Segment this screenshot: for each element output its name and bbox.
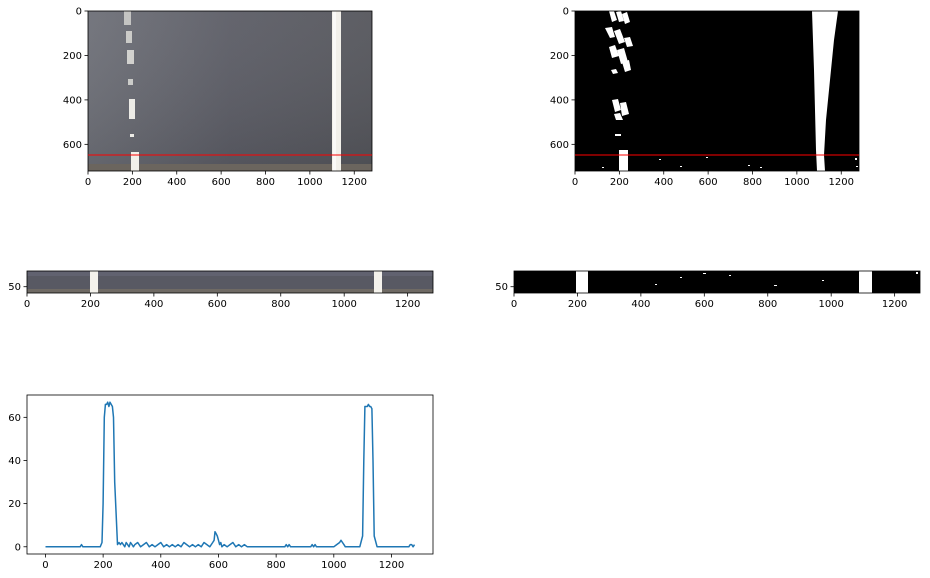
y-tick-label: 50 [8,282,21,293]
y-tick-label: 200 [63,51,82,62]
mask-noise [602,157,858,168]
x-tick-label: 200 [568,299,587,310]
y-tick-label: 200 [550,51,569,62]
axes-frame [574,10,860,172]
x-tick-label: 1200 [882,299,907,310]
x-tick-label: 400 [151,560,170,571]
strip-right-blob [859,271,872,293]
left-lane-dash [127,50,134,64]
axes-frame [26,270,434,294]
x-tick-label: 600 [695,299,714,310]
x-tick-label: 400 [144,299,163,310]
x-tick-label: 1000 [321,560,346,571]
binary-strip-image [514,271,920,293]
x-tick-label: 200 [94,560,113,571]
left-lane-dash [126,31,132,43]
left-lane-dash [130,134,134,137]
panel-binary-mask: 0 200 400 600 800 1000 1200 0 200 400 600 [550,7,860,188]
y-tick-label: 50 [495,282,508,293]
left-lane-dash [90,271,98,293]
mask-right-line [812,11,838,171]
x-tick-label: 1200 [379,560,404,571]
y-tick-label: 60 [8,413,21,424]
x-tick-label: 800 [743,177,762,188]
x-tick-label: 800 [271,299,290,310]
panel-binary-strip: 0 200 400 600 800 1000 1200 50 [495,270,921,310]
x-tick-label: 200 [123,177,142,188]
x-tick-label: 600 [209,560,228,571]
y-tick-label: 600 [63,140,82,151]
right-lane-line [374,271,382,293]
y-tick-label: 400 [550,95,569,106]
left-lane-dash [129,99,135,119]
x-tick-label: 800 [267,560,286,571]
x-tick-label: 0 [511,299,517,310]
x-tick-label: 0 [572,177,578,188]
x-tick-label: 1200 [829,177,854,188]
road-image [88,11,372,171]
y-tick-label: 0 [76,7,82,18]
axes-frame [87,10,373,172]
x-tick-label: 0 [85,177,91,188]
x-tick-label: 1000 [297,177,322,188]
x-tick-label: 1000 [331,299,356,310]
y-tick-label: 0 [15,542,21,553]
left-lane-dash [124,11,131,25]
x-tick-label: 1000 [784,177,809,188]
right-lane-line [332,11,341,171]
x-tick-label: 600 [212,177,231,188]
x-tick-label: 400 [631,299,650,310]
x-tick-label: 1000 [818,299,843,310]
strip-left-blob [576,271,588,293]
x-tick-label: 600 [208,299,227,310]
axes-frame [26,394,434,555]
x-tick-label: 600 [699,177,718,188]
y-tick-label: 400 [63,95,82,106]
panel-histogram: 0 200 400 600 800 1000 1200 0 20 40 60 [8,394,434,571]
y-tick-label: 40 [8,456,21,467]
left-lane-dash [128,79,133,85]
x-tick-label: 800 [256,177,275,188]
strip-noise [655,272,918,286]
left-lane-dash [131,152,139,171]
axes-frame [513,270,921,294]
mask-left-blobs [605,11,633,171]
y-tick-label: 0 [563,7,569,18]
x-tick-label: 800 [758,299,777,310]
x-tick-label: 0 [24,299,30,310]
y-tick-label: 600 [550,140,569,151]
histogram-series-line [45,401,416,548]
x-tick-label: 1200 [342,177,367,188]
x-tick-label: 400 [167,177,186,188]
y-tick-label: 20 [8,499,21,510]
road-strip-image [27,271,433,293]
x-tick-label: 200 [81,299,100,310]
panel-road-strip: 0 200 400 600 800 1000 1200 50 [8,270,434,310]
x-tick-label: 200 [610,177,629,188]
panel-road-image: 0 200 400 600 800 1000 1200 0 200 400 600 [63,7,373,188]
x-tick-label: 0 [42,560,48,571]
x-tick-label: 1200 [395,299,420,310]
x-tick-label: 400 [654,177,673,188]
